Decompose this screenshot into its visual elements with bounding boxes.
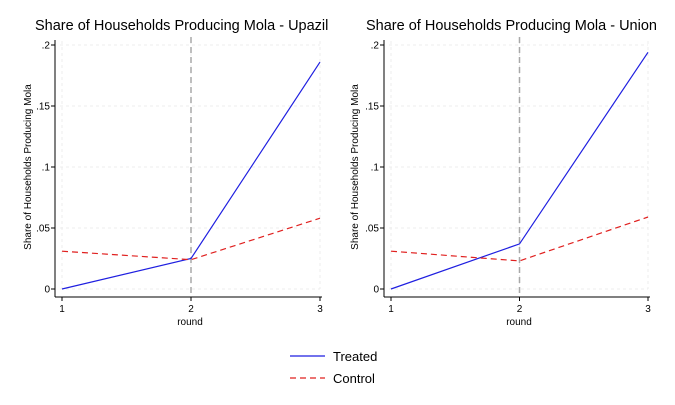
chart-title: Share of Households Producing Mola - Uni…: [366, 18, 657, 34]
y-tick-label: .15: [36, 102, 50, 113]
series-line-treated: [61, 61, 321, 290]
series-line-control: [390, 216, 649, 262]
x-axis-label: round: [506, 317, 532, 328]
y-tick-label: .2: [371, 41, 380, 52]
legend-label-treated: Treated: [333, 349, 377, 364]
x-tick-label: 2: [188, 304, 194, 315]
panel-upazila: Share of Households Producing Mola - Upa…: [23, 18, 328, 328]
y-tick-label: .2: [42, 41, 51, 52]
x-tick-label: 1: [388, 304, 394, 315]
panel-union: Share of Households Producing Mola - Uni…: [350, 18, 657, 328]
y-tick-label: 0: [44, 285, 50, 296]
series-line-control: [61, 217, 321, 261]
y-tick-label: .1: [42, 163, 51, 174]
y-tick-label: .15: [365, 102, 379, 113]
y-axis-label: Share of Households Producing Mola: [350, 84, 361, 250]
legend-label-control: Control: [333, 371, 375, 386]
y-axis-label: Share of Households Producing Mola: [23, 84, 34, 250]
series-line-treated: [390, 51, 649, 290]
legend: Treated Control: [290, 349, 377, 386]
y-tick-label: .05: [365, 224, 379, 235]
x-tick-label: 2: [517, 304, 523, 315]
y-tick-label: .05: [36, 224, 50, 235]
x-tick-label: 3: [317, 304, 323, 315]
chart-title: Share of Households Producing Mola - Upa…: [35, 18, 328, 34]
x-axis-label: round: [177, 317, 203, 328]
y-tick-label: .1: [371, 163, 380, 174]
y-tick-label: 0: [373, 285, 379, 296]
x-tick-label: 1: [59, 304, 65, 315]
x-tick-label: 3: [645, 304, 651, 315]
